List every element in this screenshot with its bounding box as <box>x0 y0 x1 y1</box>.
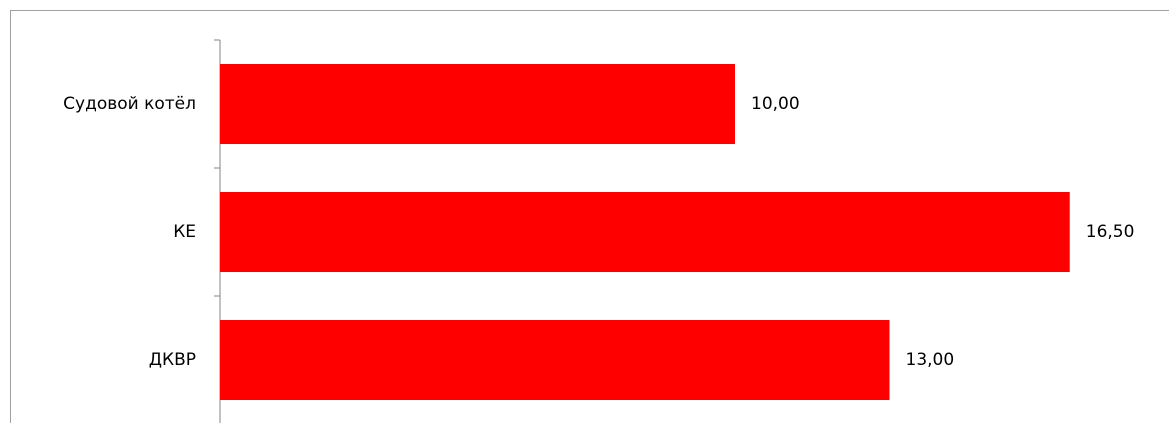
chart-frame <box>10 10 1169 423</box>
data-label: 13,00 <box>906 350 955 370</box>
y-tick-label: КЕ <box>173 222 196 242</box>
data-label: 10,00 <box>751 94 800 114</box>
data-label: 16,50 <box>1086 222 1135 242</box>
y-tick-label: ДКВР <box>149 350 196 370</box>
bar <box>220 192 1070 272</box>
bar <box>220 320 890 400</box>
y-tick-label: Судовой котёл <box>63 94 196 114</box>
bar <box>220 64 735 144</box>
